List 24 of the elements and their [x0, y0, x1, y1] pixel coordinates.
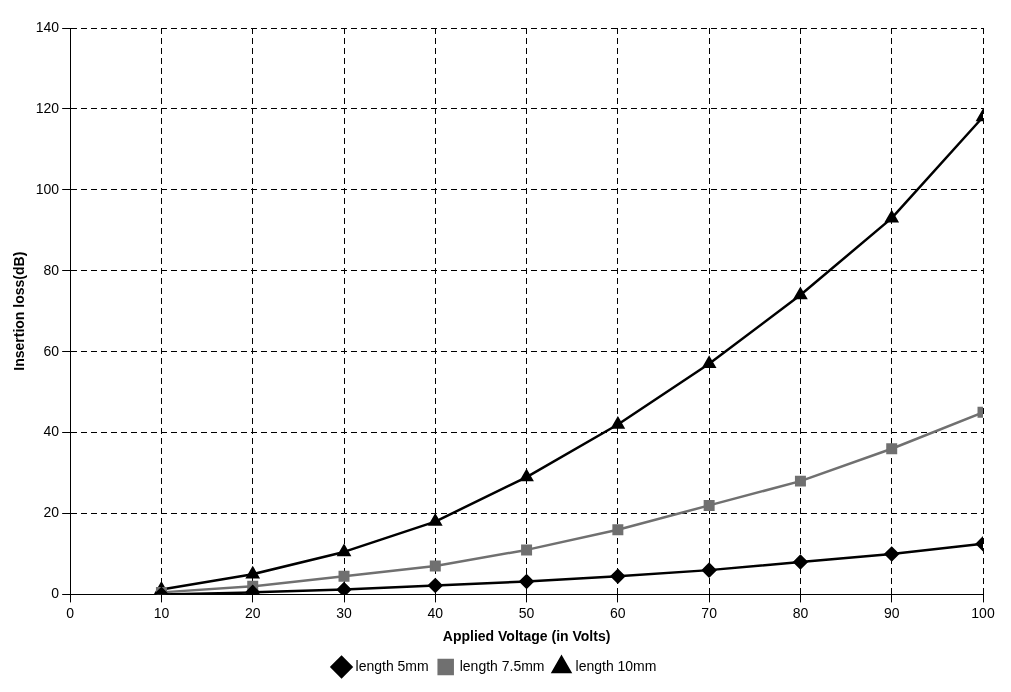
legend-label: length 7.5mm	[459, 657, 545, 674]
x-tick-label: 90	[883, 604, 900, 621]
y-tick-label: 140	[35, 18, 60, 35]
x-tick-label: 40	[427, 604, 444, 621]
x-tick-label: 70	[701, 604, 718, 621]
x-tick-label: 0	[66, 604, 75, 621]
y-tick-label: 40	[43, 423, 60, 440]
y-tick-label: 0	[51, 585, 60, 602]
x-tick-label: 10	[153, 604, 170, 621]
x-tick-label: 80	[792, 604, 809, 621]
y-axis-title: Insertion loss(dB)	[11, 251, 28, 371]
legend-label: length 10mm	[575, 657, 657, 674]
x-tick-label: 50	[518, 604, 535, 621]
y-tick-label: 120	[35, 99, 60, 116]
y-tick-label: 20	[43, 504, 60, 521]
legend-label: length 5mm	[355, 657, 429, 674]
y-tick-label: 100	[35, 180, 60, 197]
x-tick-label: 20	[244, 604, 261, 621]
x-tick-label: 100	[971, 604, 995, 621]
x-tick-label: 60	[610, 604, 626, 621]
y-tick-label: 60	[43, 342, 60, 359]
y-tick-label: 80	[43, 261, 60, 278]
x-axis-title: Applied Voltage (in Volts)	[442, 628, 611, 645]
x-tick-label: 30	[336, 604, 353, 621]
